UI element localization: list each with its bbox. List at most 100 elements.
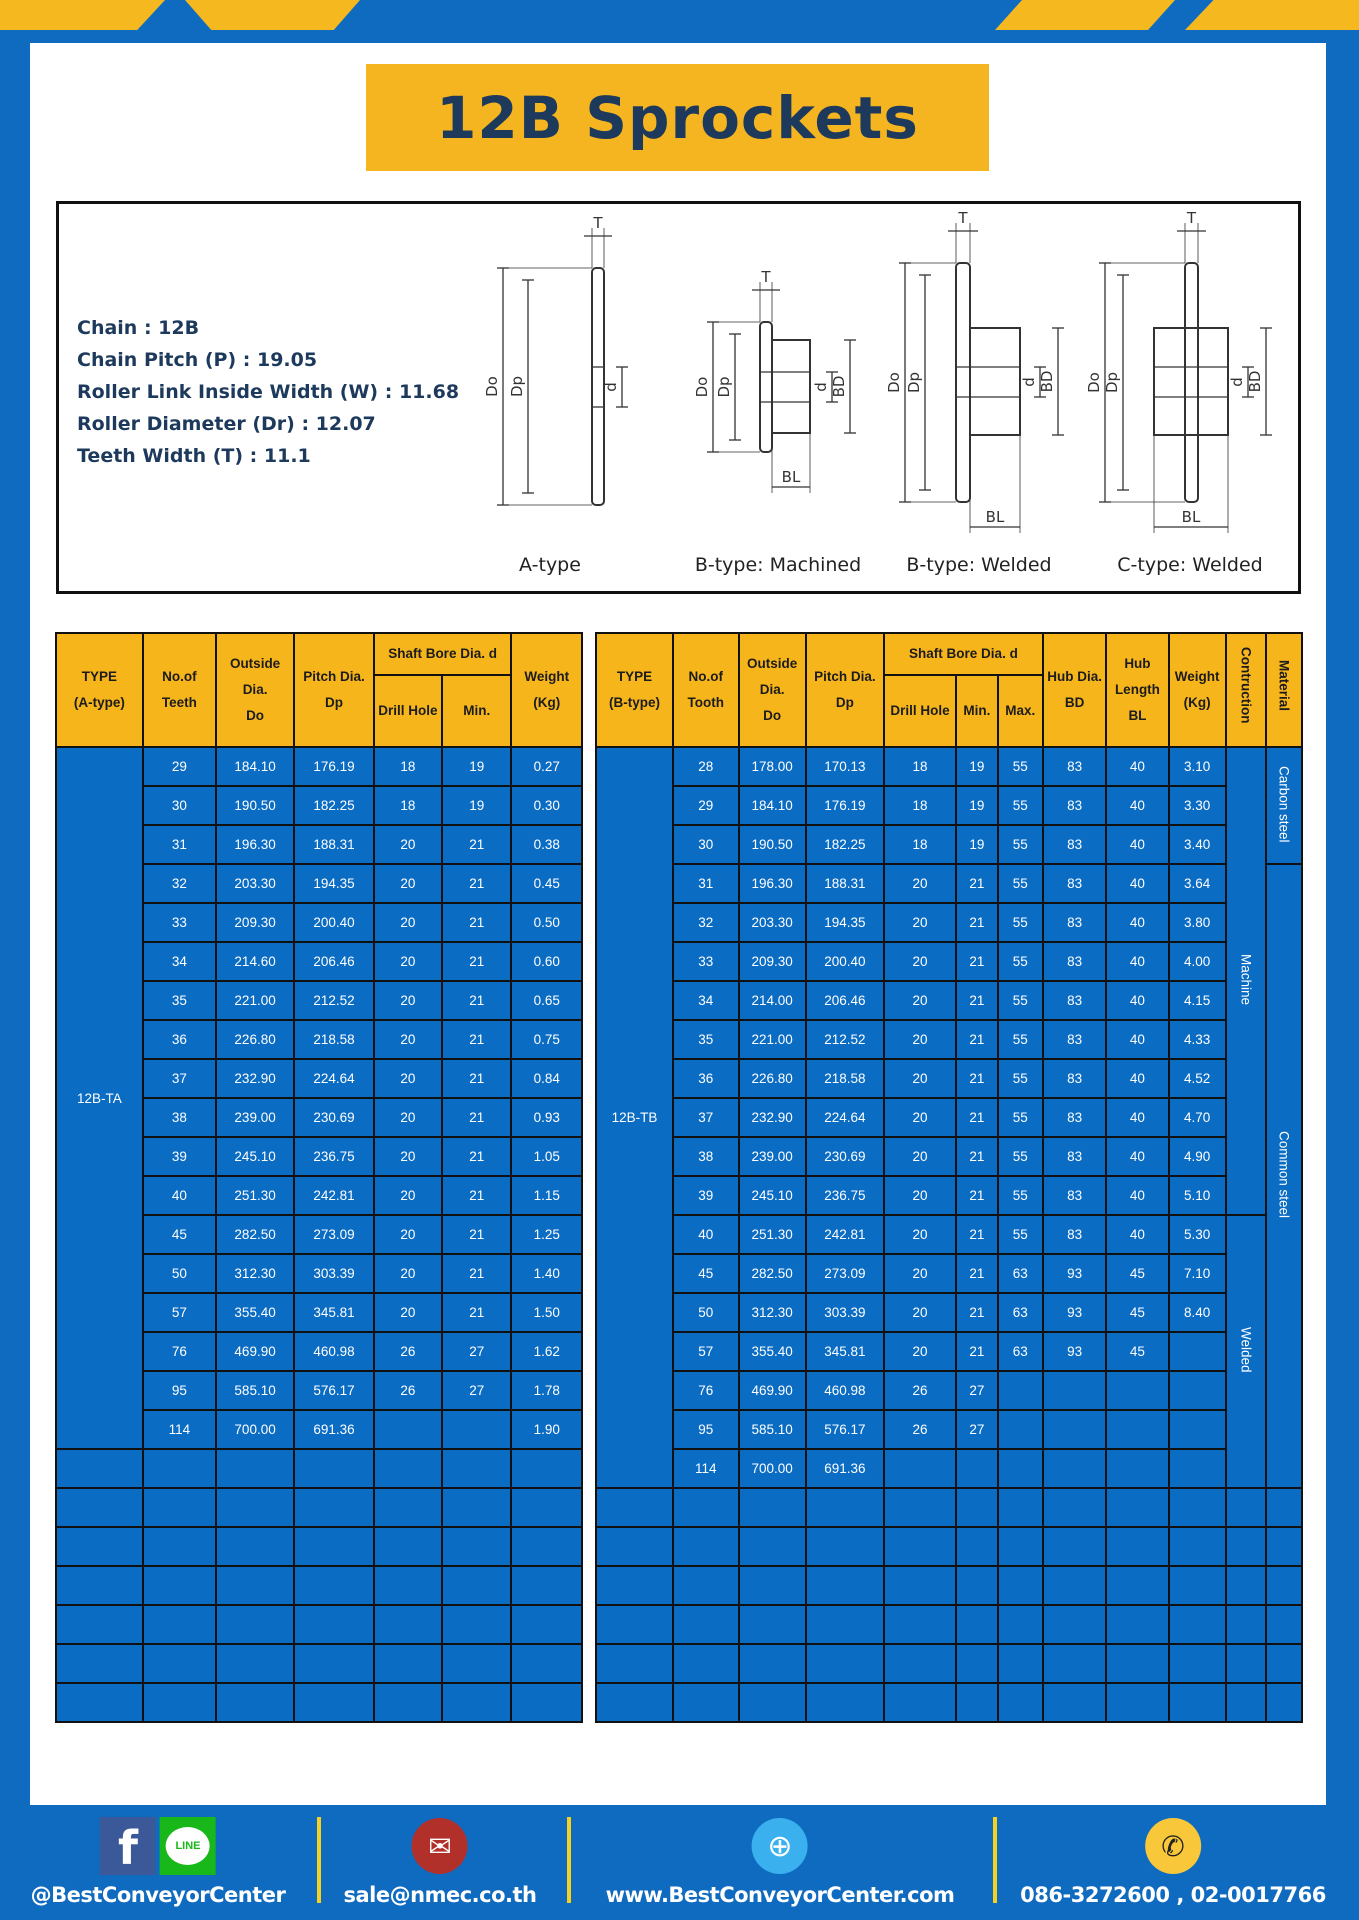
empty-cell [293, 1565, 375, 1606]
line-icon[interactable]: LINE [159, 1817, 216, 1875]
cell-teeth: 38 [671, 1136, 740, 1177]
d-dimension-label: d [1228, 377, 1246, 387]
cell-pitch-dia: 236.75 [293, 1136, 375, 1177]
cell-hub-dia: 93 [1041, 1292, 1108, 1333]
cell-teeth: 114 [141, 1409, 217, 1450]
cell-drill-hole: 20 [372, 824, 444, 865]
phone-contact[interactable]: ✆ 086-3272600 , 02-0017766 [1020, 1817, 1326, 1907]
header-drill-hole: Drill Hole [883, 674, 958, 748]
cell-weight: 3.80 [1167, 902, 1227, 943]
cell-pitch-dia: 224.64 [293, 1058, 375, 1099]
cell-drill-hole: 20 [883, 1136, 958, 1177]
table-row: 38 239.00 230.69 20 21 55 83 40 4.90 [596, 1136, 1302, 1177]
empty-cell [510, 1448, 583, 1489]
cell-hub-dia: 93 [1041, 1253, 1108, 1294]
empty-cell [737, 1487, 807, 1528]
phone-icon[interactable]: ✆ [1145, 1818, 1201, 1874]
cell-weight: 1.78 [510, 1370, 583, 1411]
empty-cell [1105, 1604, 1170, 1645]
social-handle[interactable]: @BestConveyorCenter [30, 1883, 286, 1907]
cell-hub-dia [1041, 1370, 1108, 1411]
cell-drill-hole: 26 [372, 1370, 444, 1411]
cell-teeth: 50 [141, 1253, 217, 1294]
table-row: 12B-TB 28 178.00 170.13 18 19 55 83 40 3.10 Machin… [595, 746, 1304, 1489]
email-address[interactable]: sale@nmec.co.th [343, 1883, 537, 1907]
header-pitch-dia: Pitch Dia. Dp [293, 632, 375, 748]
cell-hub-dia: 83 [1041, 941, 1108, 982]
cell-max-bore: 55 [996, 1019, 1044, 1060]
cell-outside-dia: 232.90 [214, 1058, 296, 1099]
table-row: 34 214.00 206.46 20 21 55 83 40 4.15 [596, 980, 1302, 1021]
phone-numbers[interactable]: 086-3272600 , 02-0017766 [1020, 1883, 1326, 1907]
cell-pitch-dia: 242.81 [804, 1214, 886, 1255]
header-construction: Contruction [1224, 632, 1267, 748]
cell-hub-dia: 83 [1041, 1175, 1108, 1216]
cell-max-bore: 55 [996, 746, 1044, 787]
cell-drill-hole: 20 [372, 941, 444, 982]
globe-icon[interactable]: ⊕ [752, 1818, 808, 1874]
empty-row [55, 1682, 583, 1723]
empty-cell [1224, 1526, 1267, 1567]
empty-cell [595, 1643, 674, 1684]
cell-teeth: 37 [141, 1058, 217, 1099]
cell-drill-hole: 20 [883, 1292, 958, 1333]
cell-min-bore: 19 [955, 824, 999, 865]
a-type-table: TYPE (A-type) No.of Teeth Outside Dia. D… [55, 632, 583, 1723]
website-contact[interactable]: ⊕ www.BestConveyorCenter.com [606, 1817, 955, 1907]
empty-cell [1224, 1643, 1267, 1684]
cell-outside-dia: 203.30 [214, 863, 296, 904]
empty-cell [1105, 1487, 1170, 1528]
facebook-icon[interactable]: f [99, 1817, 156, 1875]
cell-min-bore: 21 [441, 1136, 513, 1177]
cell-drill-hole: 18 [883, 824, 958, 865]
cell-outside-dia: 245.10 [214, 1136, 296, 1177]
cell-max-bore: 55 [996, 824, 1044, 865]
empty-cell [737, 1643, 807, 1684]
empty-cell [141, 1448, 217, 1489]
cell-drill-hole [372, 1409, 444, 1450]
empty-cell [1105, 1643, 1170, 1684]
empty-cell [510, 1565, 583, 1606]
empty-cell [671, 1565, 740, 1606]
cell-min-bore: 21 [441, 1175, 513, 1216]
cell-max-bore: 63 [996, 1331, 1044, 1372]
cell-pitch-dia: 303.39 [293, 1253, 375, 1294]
material-label: Common steel [1276, 1130, 1292, 1219]
website-url[interactable]: www.BestConveyorCenter.com [605, 1883, 955, 1907]
cell-teeth: 76 [141, 1331, 217, 1372]
empty-cell [595, 1526, 674, 1567]
table-row: 76 469.90 460.98 26 27 1.62 [56, 1331, 583, 1372]
caption-b-welded: B-type: Welded [906, 554, 1052, 576]
cell-drill-hole: 20 [883, 1019, 958, 1060]
cell-max-bore: 63 [996, 1253, 1044, 1294]
header-shaft-bore: Shaft Bore Dia. d [883, 632, 1044, 676]
empty-cell [1224, 1682, 1267, 1723]
empty-cell [372, 1565, 444, 1606]
decor-stripe [1185, 0, 1359, 30]
cell-drill-hole: 20 [883, 1331, 958, 1372]
do-dimension-label: Do [885, 372, 903, 393]
empty-cell [955, 1643, 999, 1684]
social-contact[interactable]: f LINE @BestConveyorCenter [31, 1817, 286, 1907]
cell-pitch-dia: 230.69 [804, 1136, 886, 1177]
material-label: Carbon steel [1276, 765, 1292, 843]
construction-label: Welded [1238, 1327, 1254, 1373]
cell-teeth: 39 [141, 1136, 217, 1177]
cell-teeth: 33 [141, 902, 217, 943]
empty-cell [804, 1565, 886, 1606]
sprocket-plate [955, 262, 971, 503]
empty-cell [1167, 1604, 1227, 1645]
sprocket-plate [1184, 262, 1199, 503]
cell-weight: 0.75 [510, 1019, 583, 1060]
cell-hub-length: 40 [1105, 1097, 1170, 1138]
email-contact[interactable]: ✉ sale@nmec.co.th [344, 1817, 537, 1907]
email-icon[interactable]: ✉ [412, 1818, 468, 1874]
cell-min-bore: 21 [955, 902, 999, 943]
cell-pitch-dia: 170.13 [804, 746, 886, 787]
cell-min-bore: 21 [955, 941, 999, 982]
cell-weight: 1.40 [510, 1253, 583, 1294]
empty-cell [214, 1565, 296, 1606]
cell-min-bore: 21 [955, 1214, 999, 1255]
cell-hub-dia: 83 [1041, 785, 1108, 826]
b-type-table: TYPE (B-type) No.of Tooth Outside Dia. D… [595, 632, 1304, 1723]
